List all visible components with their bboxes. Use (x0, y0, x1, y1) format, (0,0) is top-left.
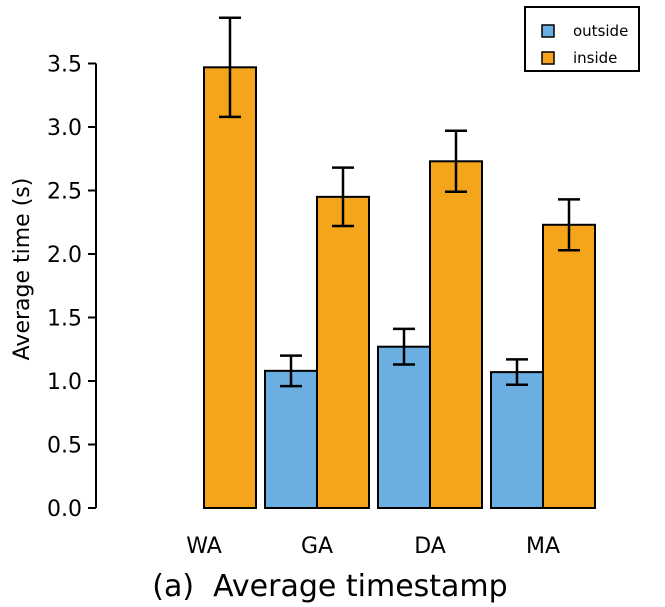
error-bar-outside-DA (393, 327, 415, 366)
bar-inside-MA (542, 223, 596, 509)
y-tick-label: 0.0 (47, 497, 82, 522)
bar-outside-GA (264, 369, 318, 509)
legend-label-outside: outside (573, 22, 628, 40)
bar-inside-WA (203, 66, 257, 509)
y-tick-label: 2.5 (47, 180, 82, 205)
x-ticks: WA GA DA MA (186, 534, 560, 559)
error-bar-inside-WA (219, 16, 241, 119)
y-axis-label: Average time (s) (10, 178, 35, 361)
bars (203, 66, 596, 509)
y-tick-label: 3.5 (47, 53, 82, 78)
x-tick-label: DA (414, 534, 446, 559)
y-tick-label: 2.0 (47, 243, 82, 268)
y-ticks: 0.0 0.5 1.0 1.5 2.0 2.5 3.0 3.5 (47, 53, 96, 522)
bar-inside-GA (316, 195, 370, 509)
bar-outside-MA (490, 371, 544, 509)
x-tick-label: GA (301, 534, 333, 559)
chart-caption: (a) Average timestamp (152, 569, 507, 604)
legend-label-inside: inside (573, 49, 617, 67)
y-tick-label: 1.5 (47, 307, 82, 332)
error-bar-inside-MA (558, 198, 580, 252)
y-tick-label: 0.5 (47, 434, 82, 459)
y-tick-label: 1.0 (47, 370, 82, 395)
error-bar-outside-MA (506, 358, 528, 387)
error-bar-outside-GA (280, 354, 302, 388)
legend: outside inside (524, 6, 640, 72)
y-tick-label: 3.0 (47, 116, 82, 141)
error-bar-inside-DA (445, 129, 467, 194)
legend-swatch-outside (541, 24, 555, 38)
x-tick-label: WA (186, 534, 222, 559)
error-bar-inside-GA (332, 166, 354, 228)
bar-inside-DA (429, 160, 483, 509)
bar-outside-DA (377, 345, 431, 509)
error-bars (219, 16, 580, 388)
x-tick-label: MA (526, 534, 560, 559)
legend-swatch-inside (541, 51, 555, 65)
